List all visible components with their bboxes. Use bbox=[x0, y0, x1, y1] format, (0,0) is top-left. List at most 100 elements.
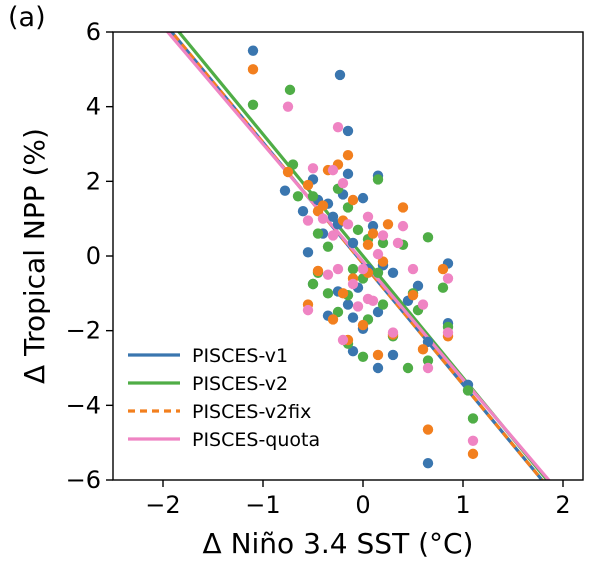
data-point-s2 bbox=[312, 265, 324, 277]
data-point-s3 bbox=[422, 362, 434, 374]
data-point-s3 bbox=[397, 220, 409, 232]
data-point-s3 bbox=[332, 263, 344, 275]
plot-frame bbox=[112, 31, 584, 481]
data-point-s1 bbox=[467, 413, 479, 424]
data-point-s1 bbox=[422, 232, 434, 243]
data-point-s3 bbox=[282, 101, 294, 112]
data-point-s3 bbox=[387, 327, 399, 338]
legend-label-0: PISCES-v1 bbox=[192, 345, 288, 367]
data-point-s3 bbox=[302, 304, 314, 316]
x-axis-label: Δ Niño 3.4 SST (°C) bbox=[203, 527, 474, 560]
data-point-s1 bbox=[287, 159, 299, 170]
data-point-s2 bbox=[302, 179, 314, 191]
data-point-s1 bbox=[322, 288, 334, 299]
data-point-s2 bbox=[382, 219, 394, 230]
data-point-s1 bbox=[372, 174, 384, 185]
data-point-s1 bbox=[312, 228, 324, 239]
data-point-s3 bbox=[347, 278, 359, 290]
y-tick-label: −4 bbox=[66, 391, 101, 419]
data-point-s0 bbox=[297, 206, 309, 217]
data-point-s1 bbox=[437, 282, 449, 293]
data-point-s0 bbox=[412, 280, 424, 292]
data-point-s0 bbox=[372, 306, 384, 318]
data-point-s3 bbox=[332, 122, 344, 133]
data-point-s1 bbox=[352, 224, 364, 236]
data-point-s3 bbox=[362, 293, 374, 305]
data-point-s2 bbox=[337, 288, 349, 299]
data-point-s1 bbox=[284, 84, 296, 96]
data-point-s0 bbox=[347, 237, 359, 249]
data-point-s3 bbox=[467, 435, 479, 446]
data-point-s3 bbox=[417, 299, 429, 310]
data-point-s0 bbox=[387, 349, 399, 361]
data-point-s0 bbox=[372, 362, 384, 374]
data-point-s1 bbox=[292, 191, 304, 202]
data-point-s0 bbox=[342, 125, 354, 137]
data-point-s0 bbox=[367, 220, 379, 232]
data-point-s0 bbox=[327, 211, 339, 222]
x-tick-label: −2 bbox=[145, 491, 180, 519]
data-point-s0 bbox=[347, 312, 359, 323]
data-point-s3 bbox=[392, 237, 404, 249]
x-tick-label: 2 bbox=[555, 491, 570, 519]
y-tick-label: 6 bbox=[86, 18, 101, 46]
data-point-s0 bbox=[387, 267, 399, 278]
data-point-s1 bbox=[247, 99, 259, 111]
data-point-s3 bbox=[327, 230, 339, 241]
y-tick-label: 2 bbox=[86, 167, 101, 195]
legend-label-1: PISCES-v2 bbox=[192, 373, 288, 395]
data-point-s0 bbox=[342, 168, 354, 180]
data-point-s0 bbox=[347, 346, 359, 357]
data-point-s0 bbox=[357, 192, 369, 204]
data-point-s1 bbox=[377, 299, 389, 310]
data-point-s1 bbox=[402, 362, 414, 374]
data-point-s3 bbox=[307, 163, 319, 174]
data-point-s2 bbox=[437, 263, 449, 275]
data-point-s2 bbox=[397, 202, 409, 213]
data-point-s1 bbox=[332, 306, 344, 318]
data-point-s0 bbox=[279, 185, 291, 196]
scatter-points bbox=[247, 45, 479, 469]
data-point-s0 bbox=[247, 45, 259, 56]
fit-lines bbox=[165, 32, 551, 480]
data-point-s1 bbox=[422, 355, 434, 366]
data-point-s3 bbox=[442, 273, 454, 284]
data-point-s1 bbox=[372, 267, 384, 278]
data-point-s3 bbox=[352, 301, 364, 312]
data-point-s1 bbox=[462, 385, 474, 396]
data-point-s2 bbox=[407, 290, 419, 301]
data-point-s2 bbox=[342, 150, 354, 161]
data-point-s1 bbox=[307, 191, 319, 202]
y-axis-label: Δ Tropical NPP (%) bbox=[18, 128, 51, 384]
data-point-s2 bbox=[247, 64, 259, 75]
data-point-s2 bbox=[327, 314, 339, 325]
data-point-s3 bbox=[337, 334, 349, 346]
y-tick-label: −2 bbox=[66, 317, 101, 345]
data-point-s3 bbox=[337, 178, 349, 189]
y-tick-label: −6 bbox=[66, 466, 101, 494]
data-point-s3 bbox=[302, 215, 314, 226]
y-tick-label: 4 bbox=[86, 93, 101, 121]
data-point-s0 bbox=[422, 336, 434, 348]
data-point-s3 bbox=[442, 327, 454, 338]
data-point-s3 bbox=[362, 211, 374, 222]
fit-line-0 bbox=[169, 32, 545, 480]
data-point-s2 bbox=[357, 319, 369, 331]
x-tick-label: −1 bbox=[245, 491, 280, 519]
data-point-s0 bbox=[334, 69, 346, 81]
data-point-s2 bbox=[362, 239, 374, 250]
data-point-s2 bbox=[317, 200, 329, 211]
data-point-s2 bbox=[347, 194, 359, 206]
data-point-s3 bbox=[342, 219, 354, 230]
data-point-s2 bbox=[417, 344, 429, 355]
data-point-s3 bbox=[377, 230, 389, 241]
data-point-s2 bbox=[367, 228, 379, 239]
data-point-s3 bbox=[407, 263, 419, 275]
x-tick-label: 0 bbox=[355, 491, 370, 519]
data-point-s3 bbox=[327, 164, 339, 176]
data-point-s1 bbox=[377, 237, 389, 249]
data-point-s2 bbox=[282, 166, 294, 178]
data-point-s1 bbox=[342, 202, 354, 213]
data-point-s2 bbox=[467, 448, 479, 460]
